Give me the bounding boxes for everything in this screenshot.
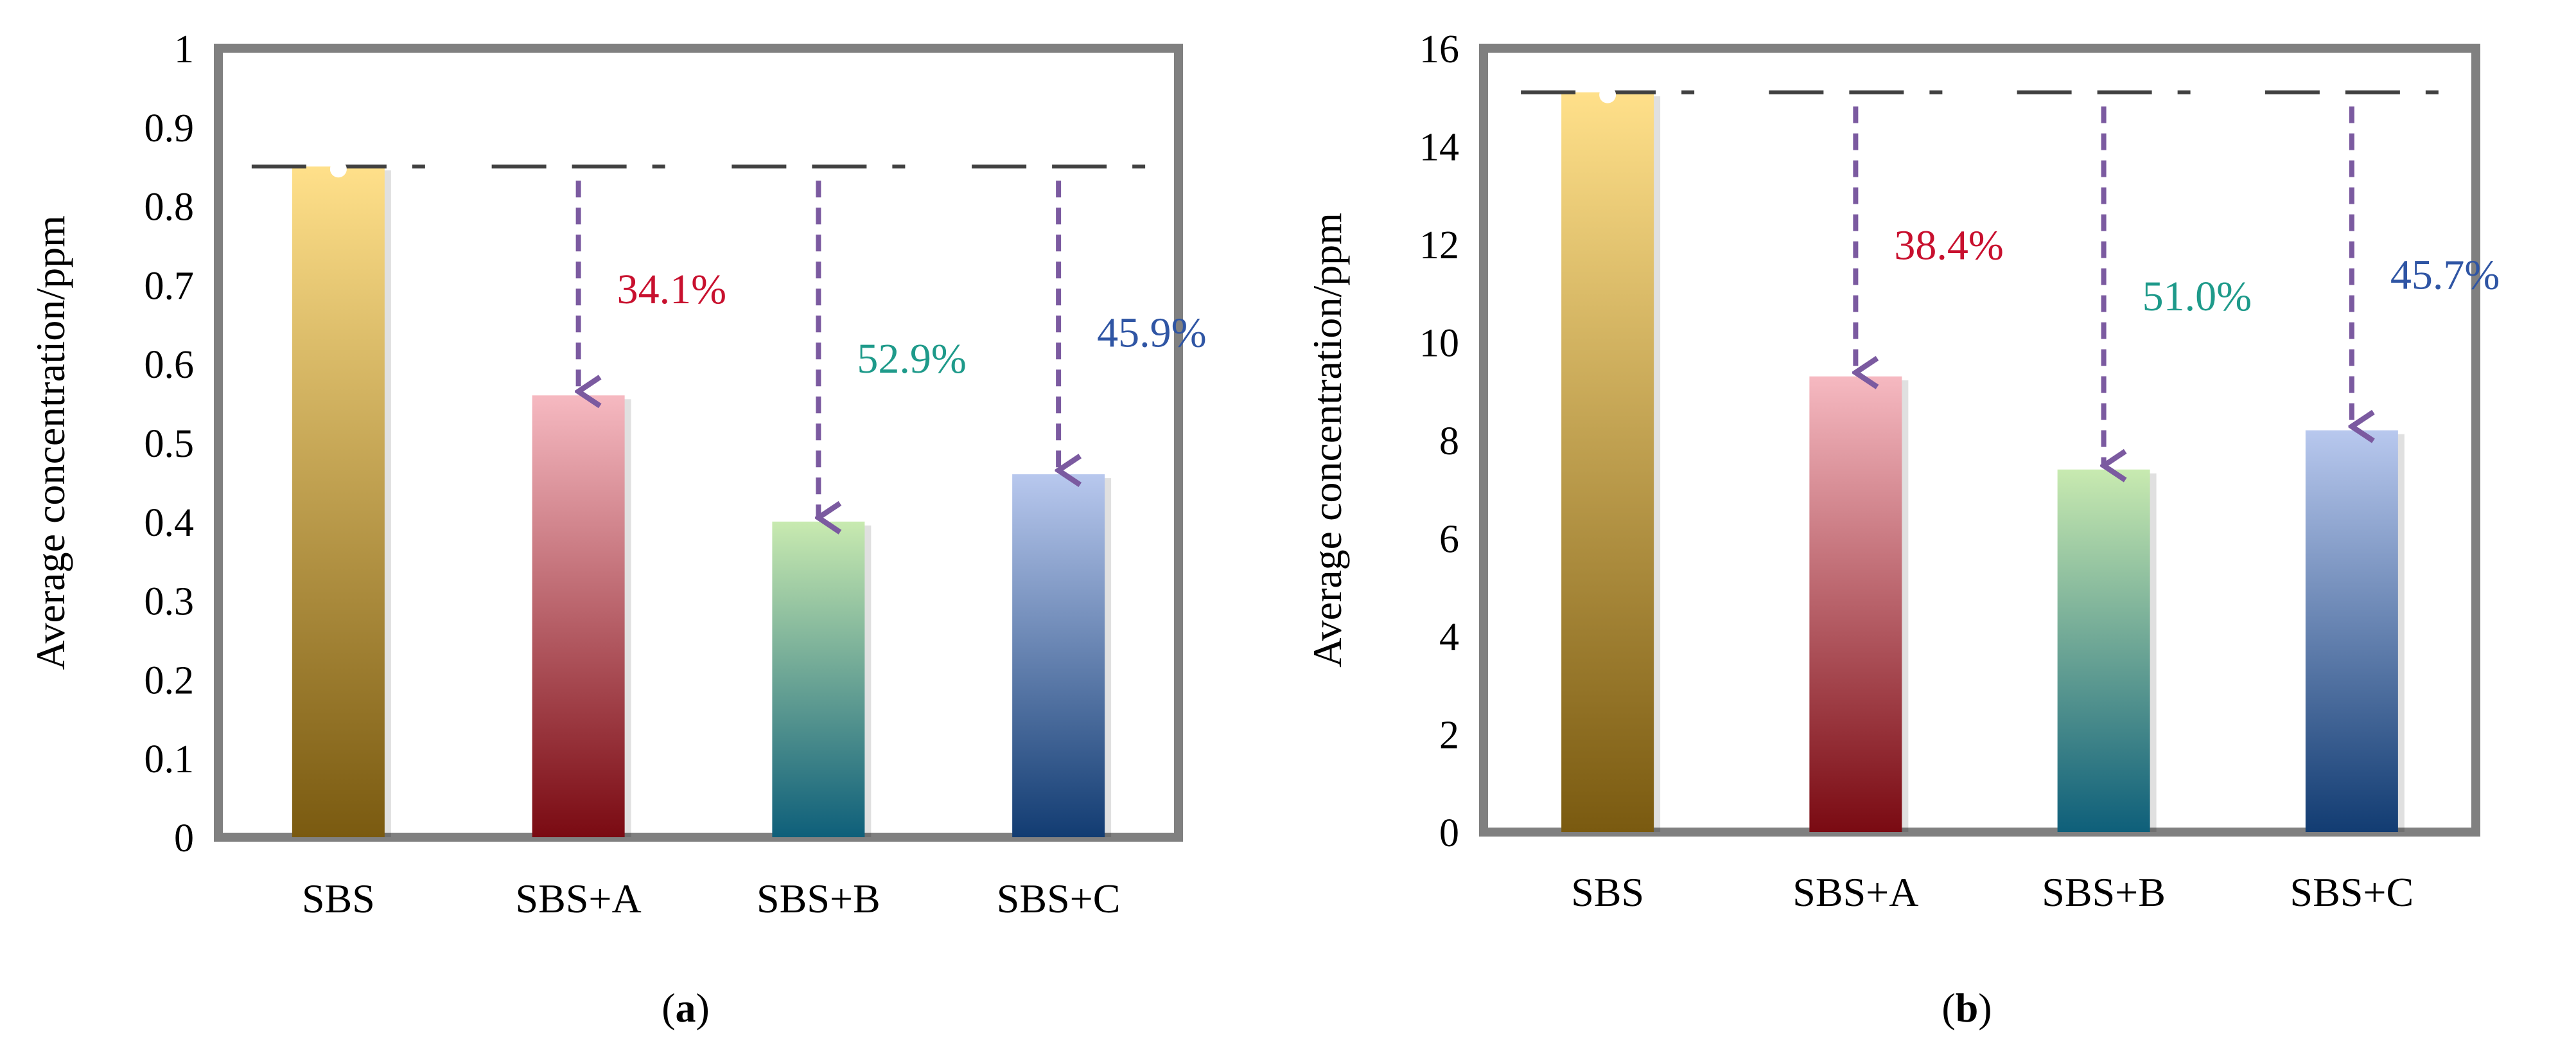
bar-sbs-plus-b: [772, 521, 865, 837]
reference-marker: [1599, 86, 1617, 103]
y-tick-label: 10: [1419, 322, 1459, 366]
reduction-percent-label: 52.9%: [857, 335, 966, 382]
panel-label: (b): [1941, 985, 1992, 1031]
bar-sbs-plus-a: [532, 395, 625, 837]
reduction-percent-label: 34.1%: [617, 266, 726, 313]
x-category-label: SBS+B: [757, 876, 881, 921]
y-tick-label: 0.2: [145, 659, 195, 702]
y-tick-label: 0.9: [145, 107, 195, 150]
y-tick-label: 2: [1439, 714, 1459, 758]
y-tick-label: 0.8: [145, 186, 195, 229]
x-category-label: SBS+B: [2042, 869, 2166, 915]
reduction-percent-label: 45.7%: [2390, 252, 2500, 299]
x-category-label: SBS: [302, 876, 375, 921]
y-tick-label: 16: [1419, 28, 1459, 71]
bar-sbs: [1561, 92, 1654, 832]
y-axis-title: Average concentration/ppm: [1304, 213, 1350, 668]
y-tick-label: 0: [1439, 811, 1459, 855]
x-category-label: SBS+C: [2290, 869, 2414, 915]
y-tick-label: 12: [1419, 224, 1459, 267]
y-tick-label: 6: [1439, 518, 1459, 562]
y-tick-label: 14: [1419, 126, 1459, 170]
reduction-percent-label: 38.4%: [1894, 222, 2003, 269]
x-category-label: SBS+C: [997, 876, 1121, 921]
x-category-label: SBS+A: [516, 876, 642, 921]
reduction-percent-label: 51.0%: [2142, 273, 2252, 320]
panel-label: (a): [662, 985, 710, 1031]
reduction-percent-label: 45.9%: [1097, 309, 1206, 356]
reference-marker: [329, 161, 347, 178]
bar-sbs-plus-c: [2305, 430, 2398, 832]
x-category-label: SBS+A: [1792, 869, 1918, 915]
y-tick-label: 0.6: [145, 343, 195, 387]
y-tick-label: 0: [174, 817, 194, 860]
y-tick-label: 0.7: [145, 264, 195, 308]
y-axis-title: Average concentration/ppm: [28, 215, 73, 670]
y-tick-label: 1: [174, 28, 194, 71]
y-tick-label: 0.5: [145, 422, 195, 466]
bar-sbs-plus-a: [1809, 376, 1902, 832]
panel-a: 0 0.1 0.2 0.3 0.4 0.5 0.6 0.7 0.8 0.9 1 Average con…: [28, 28, 1207, 1031]
y-tick-label: 4: [1439, 616, 1459, 659]
y-tick-label: 0.3: [145, 580, 195, 624]
y-tick-label: 0.4: [145, 501, 195, 545]
bar-sbs-plus-c: [1012, 474, 1105, 837]
y-tick-label: 8: [1439, 420, 1459, 463]
y-tick-label: 0.1: [145, 738, 195, 781]
bar-sbs-plus-b: [2057, 469, 2150, 832]
plot-frame: [214, 44, 1183, 842]
bar-sbs: [292, 166, 385, 838]
panel-b: 0 2 4 6 8 10 12 14 16 Average concentration/ppm SB…: [1304, 28, 2500, 1031]
plot-frame: [1479, 44, 2480, 837]
x-category-label: SBS: [1571, 869, 1644, 915]
